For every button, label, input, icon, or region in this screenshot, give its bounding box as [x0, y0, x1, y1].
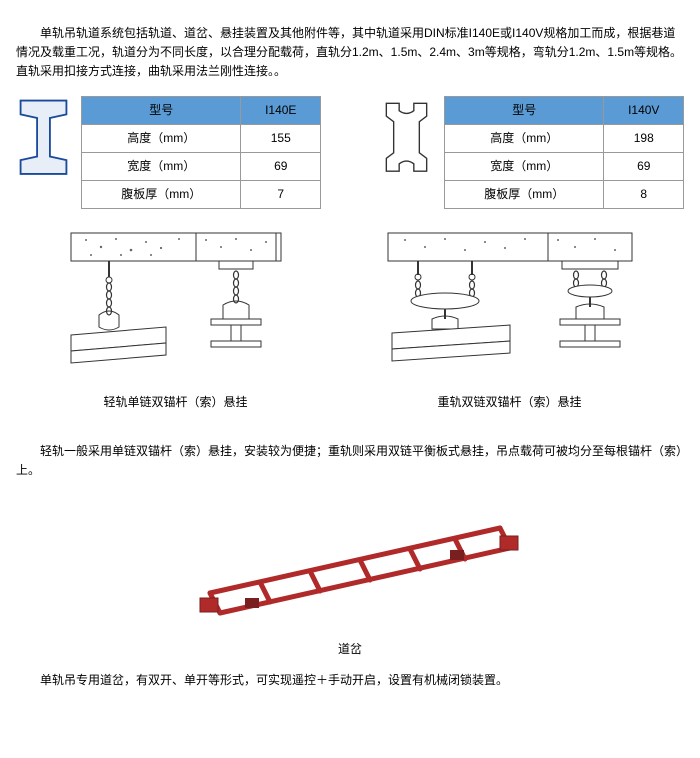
- table-row: 高度（mm） 155: [82, 124, 321, 152]
- light-rail-caption: 轻轨单链双锚杆（索）悬挂: [61, 393, 291, 412]
- heavy-rail-caption: 重轨双链双锚杆（索）悬挂: [380, 393, 640, 412]
- spec-tables-row: 型号 I140E 高度（mm） 155 宽度（mm） 69 腹板厚（mm） 7 …: [16, 96, 684, 210]
- light-rail-diagram: 轻轨单链双锚杆（索）悬挂: [61, 225, 291, 411]
- middle-paragraph: 轻轨一般采用单链双锚杆（索）悬挂，安装较为便捷；重轨则采用双链平衡板式悬挂，吊点…: [16, 442, 684, 480]
- table2-header-value: I140V: [604, 96, 684, 124]
- spec-table-i140e: 型号 I140E 高度（mm） 155 宽度（mm） 69 腹板厚（mm） 7: [81, 96, 321, 210]
- intro-paragraph: 单轨吊轨道系统包括轨道、道岔、悬挂装置及其他附件等，其中轨道采用DIN标准I14…: [16, 24, 684, 82]
- table1-header-label: 型号: [82, 96, 241, 124]
- table2-header-label: 型号: [445, 96, 604, 124]
- table-row: 腹板厚（mm） 7: [82, 181, 321, 209]
- switch-diagram: 道岔: [16, 498, 684, 659]
- hbeam-icon-right: [379, 96, 434, 179]
- ibeam-icon-left: [16, 96, 71, 179]
- spec-table-i140v: 型号 I140V 高度（mm） 198 宽度（mm） 69 腹板厚（mm） 8: [444, 96, 684, 210]
- table-row: 腹板厚（mm） 8: [445, 181, 684, 209]
- table-row: 宽度（mm） 69: [82, 152, 321, 180]
- table-row: 宽度（mm） 69: [445, 152, 684, 180]
- bottom-paragraph: 单轨吊专用道岔，有双开、单开等形式，可实现遥控＋手动开启，设置有机械闭锁装置。: [16, 671, 684, 690]
- table1-header-value: I140E: [241, 96, 321, 124]
- suspension-diagrams-row: 轻轨单链双锚杆（索）悬挂: [16, 225, 684, 411]
- heavy-rail-diagram: 重轨双链双锚杆（索）悬挂: [380, 225, 640, 411]
- table-row: 高度（mm） 198: [445, 124, 684, 152]
- switch-caption: 道岔: [16, 640, 684, 659]
